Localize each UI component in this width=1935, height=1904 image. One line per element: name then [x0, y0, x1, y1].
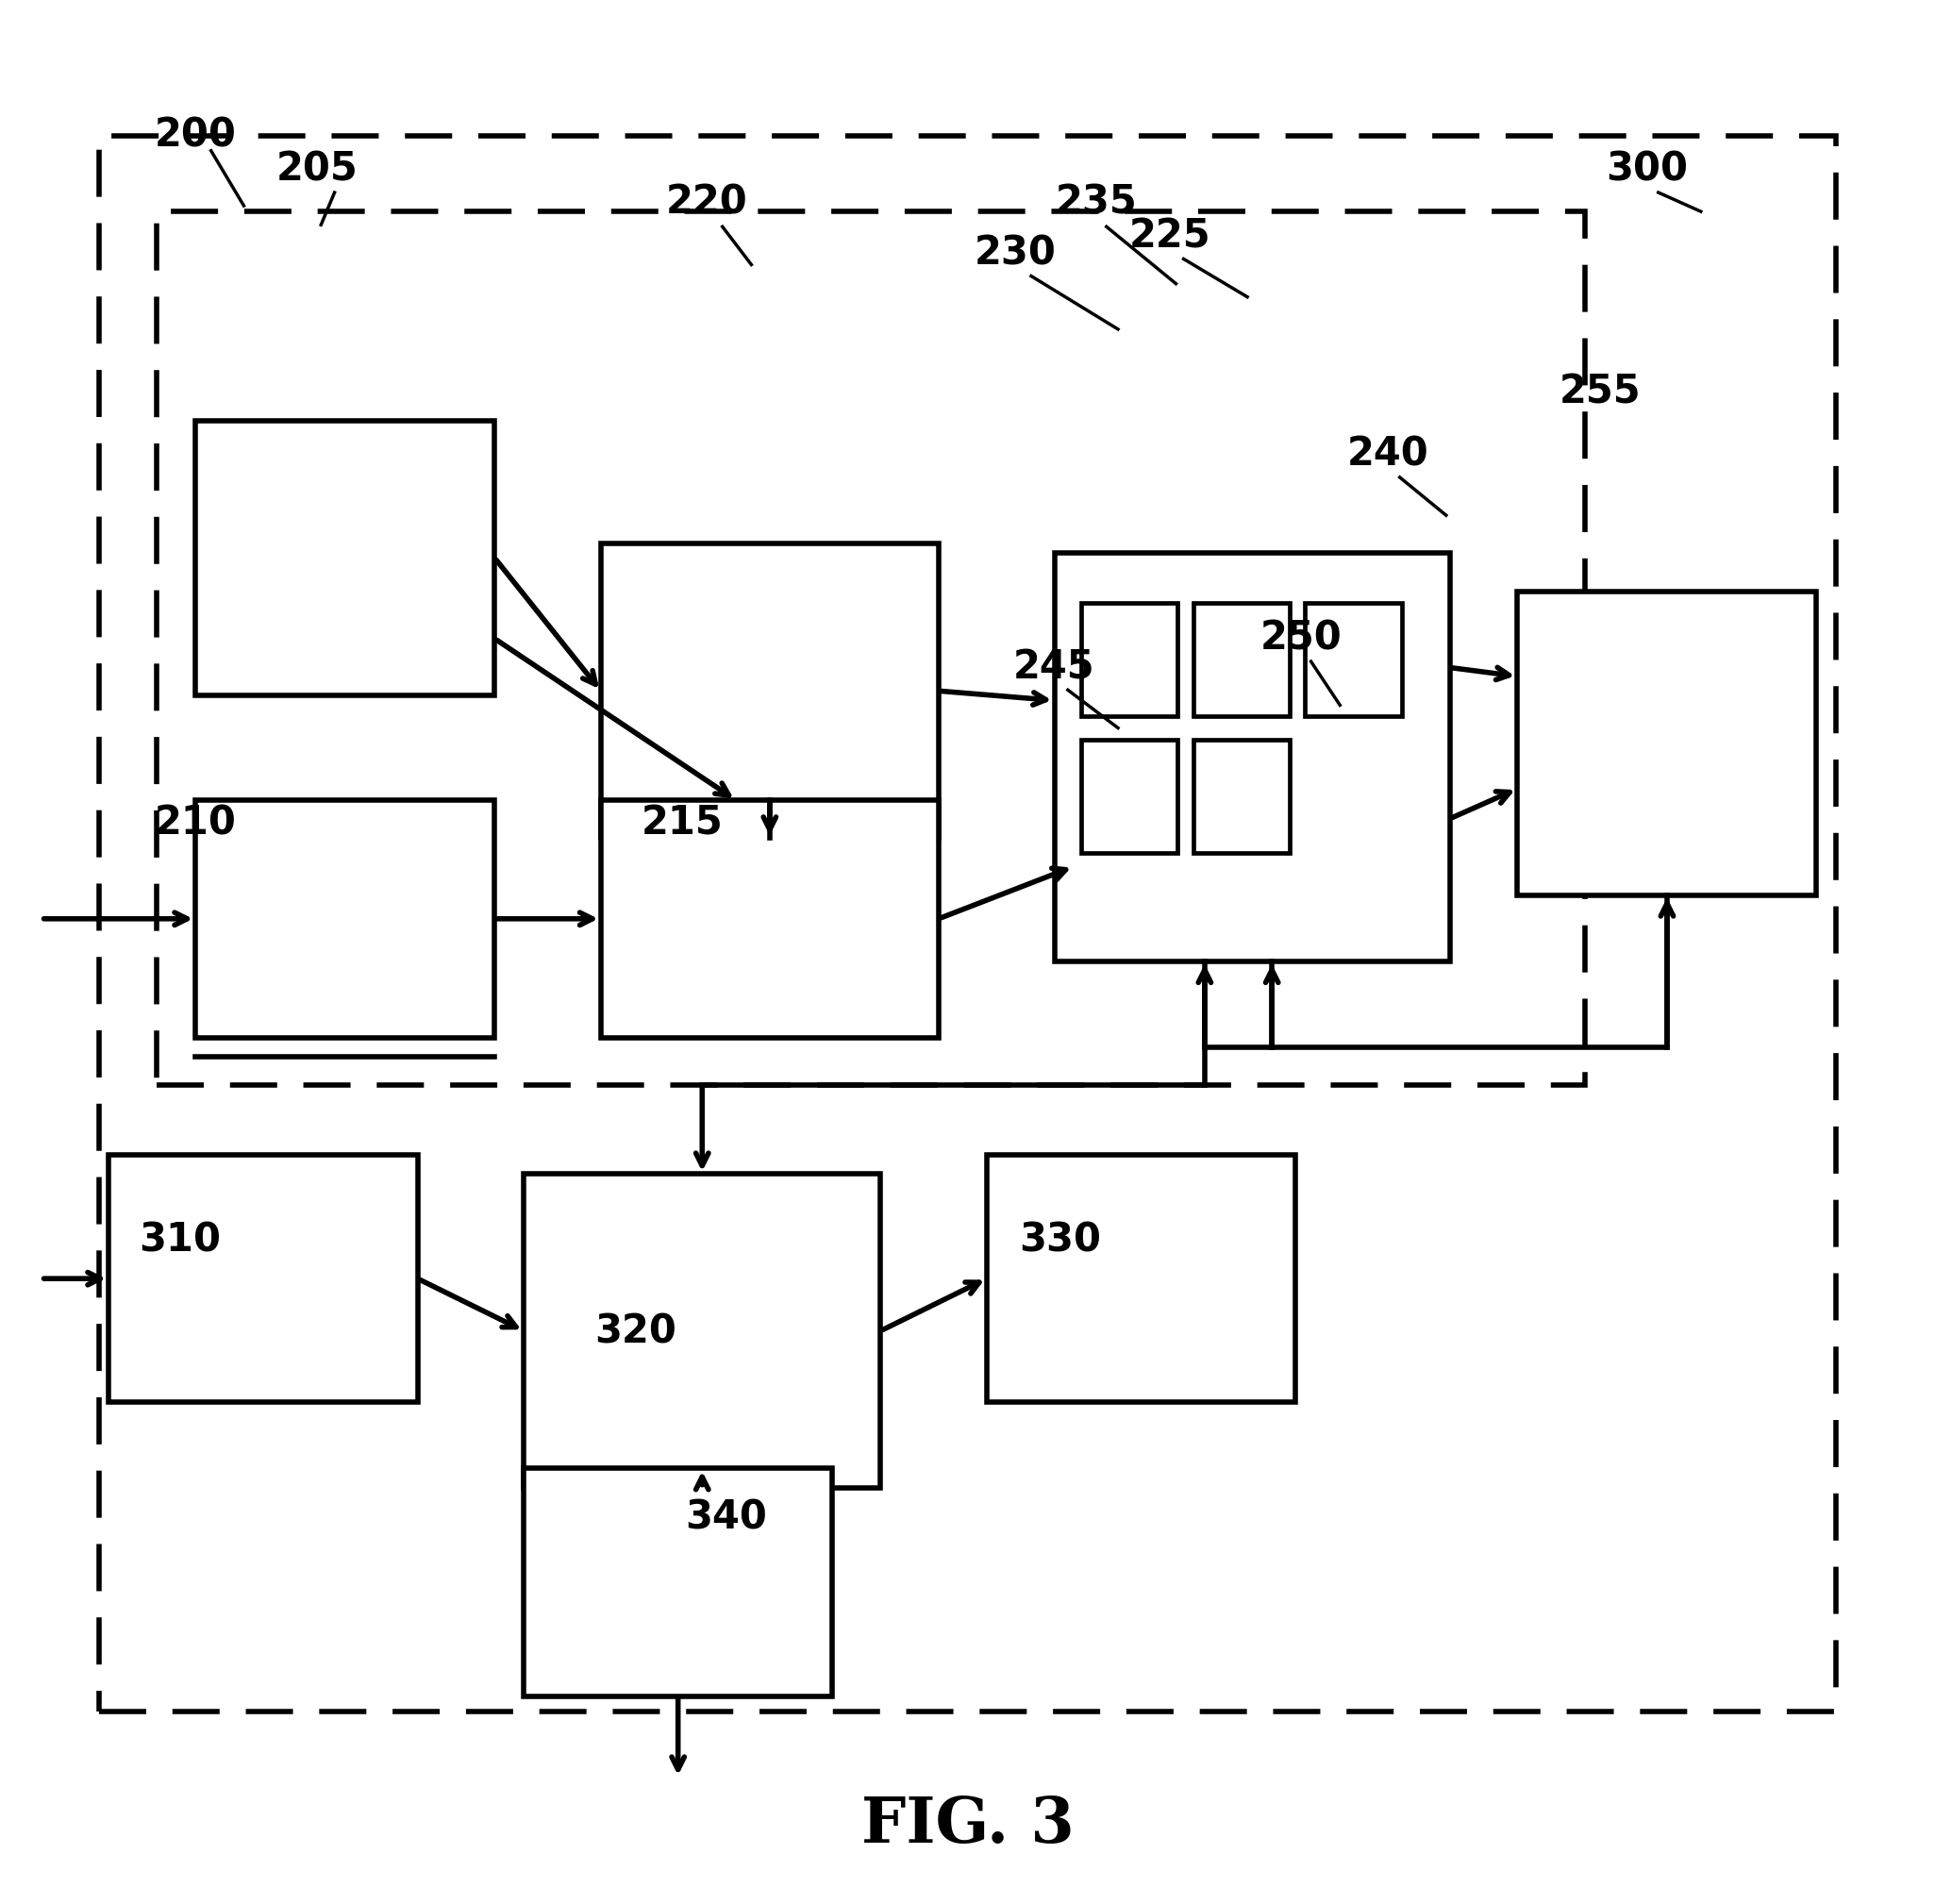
Bar	[195, 421, 495, 695]
Bar	[602, 545, 938, 838]
Text: 330: 330	[1020, 1220, 1101, 1260]
Bar	[1306, 604, 1401, 716]
Bar	[195, 800, 495, 1038]
Bar	[1082, 604, 1178, 716]
Bar	[99, 135, 1836, 1712]
Text: 210: 210	[155, 803, 236, 843]
Text: 200: 200	[155, 116, 236, 156]
Text: 240: 240	[1347, 434, 1430, 474]
Text: 340: 340	[685, 1498, 768, 1538]
Text: 220: 220	[666, 183, 749, 221]
Bar	[987, 1156, 1296, 1401]
Bar	[602, 800, 938, 1038]
Text: 235: 235	[1057, 183, 1138, 221]
Bar	[1082, 739, 1178, 853]
Text: 255: 255	[1560, 371, 1641, 411]
Text: 320: 320	[594, 1312, 677, 1352]
Bar	[157, 211, 1585, 1085]
Text: 215: 215	[640, 803, 724, 843]
Bar	[1517, 592, 1817, 895]
Text: 230: 230	[975, 234, 1057, 272]
Text: 310: 310	[139, 1220, 221, 1260]
Text: 250: 250	[1260, 619, 1343, 659]
Text: 245: 245	[1014, 647, 1095, 687]
Bar	[1194, 604, 1291, 716]
Text: 205: 205	[277, 150, 358, 190]
Bar	[1194, 739, 1291, 853]
Text: 300: 300	[1606, 150, 1687, 190]
Bar	[524, 1468, 832, 1696]
Bar	[524, 1175, 880, 1487]
Text: FIG. 3: FIG. 3	[861, 1795, 1074, 1856]
Text: 225: 225	[1130, 217, 1211, 255]
Bar	[1055, 554, 1449, 962]
Bar	[108, 1156, 418, 1401]
